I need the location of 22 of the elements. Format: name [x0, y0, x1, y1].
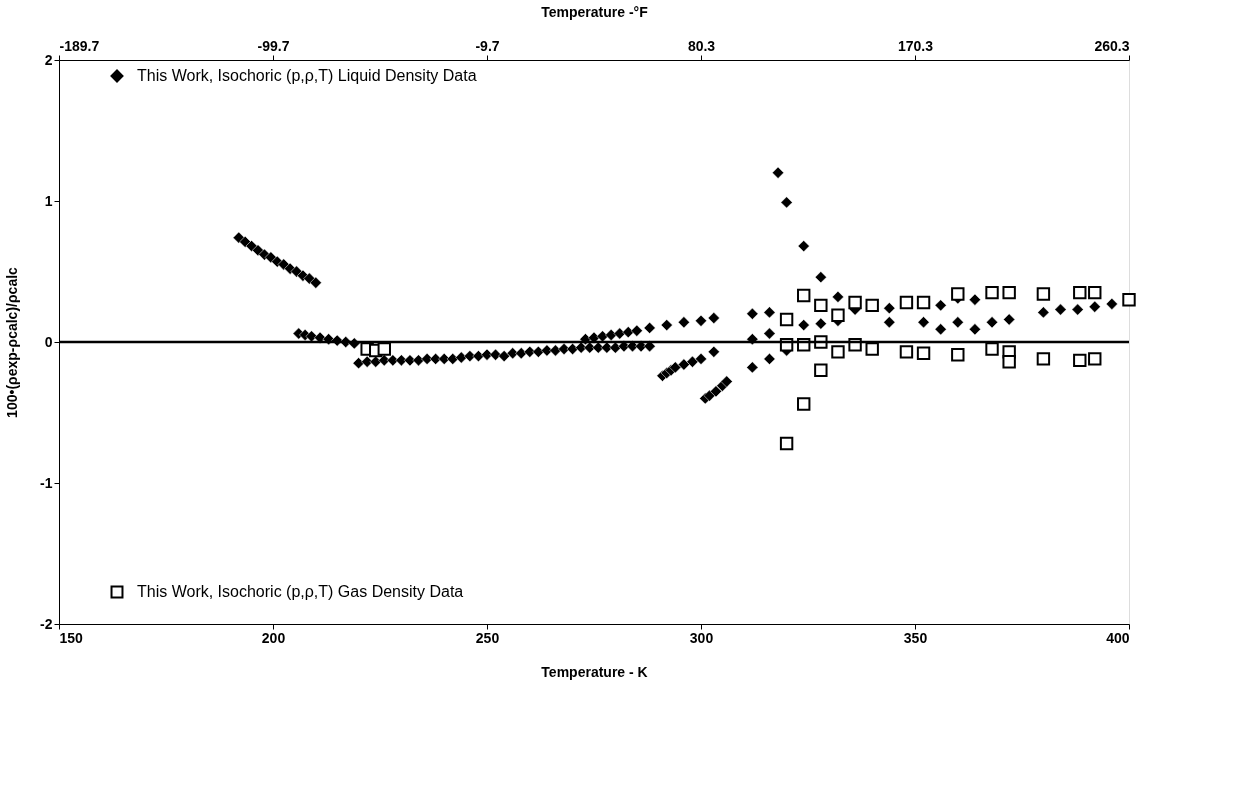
x-tick-label: 150: [59, 629, 84, 646]
y-tick-label: 0: [44, 333, 53, 350]
x2-tick-label: 170.3: [897, 37, 934, 54]
y-tick-label: 1: [44, 192, 53, 209]
x-tick-label: 200: [261, 629, 286, 646]
x-tick-label: 250: [475, 629, 500, 646]
x-axis-title: Temperature - K: [541, 663, 648, 680]
x-tick-label: 300: [689, 629, 714, 646]
legend-label: This Work, Isochoric (p,ρ,T) Gas Density Data: [137, 583, 464, 600]
x2-tick-label: -99.7: [257, 37, 290, 54]
x2-tick-label: 260.3: [1094, 37, 1130, 54]
x2-tick-label: -189.7: [59, 37, 100, 54]
x2-tick-label: 80.3: [687, 37, 716, 54]
y-axis-title: 100•(ρexp-ρcalc)/ρcalc: [4, 266, 21, 418]
x-tick-label: 350: [903, 629, 928, 646]
y-tick-label: -1: [40, 474, 53, 491]
y-tick-label: 2: [44, 51, 53, 68]
x2-tick-label: -9.7: [475, 37, 500, 54]
y-tick-label: -2: [40, 615, 53, 632]
x2-axis-title: Temperature -°F: [541, 3, 649, 20]
x-tick-label: 400: [1106, 629, 1130, 646]
legend-label: This Work, Isochoric (p,ρ,T) Liquid Density Data: [137, 67, 477, 84]
